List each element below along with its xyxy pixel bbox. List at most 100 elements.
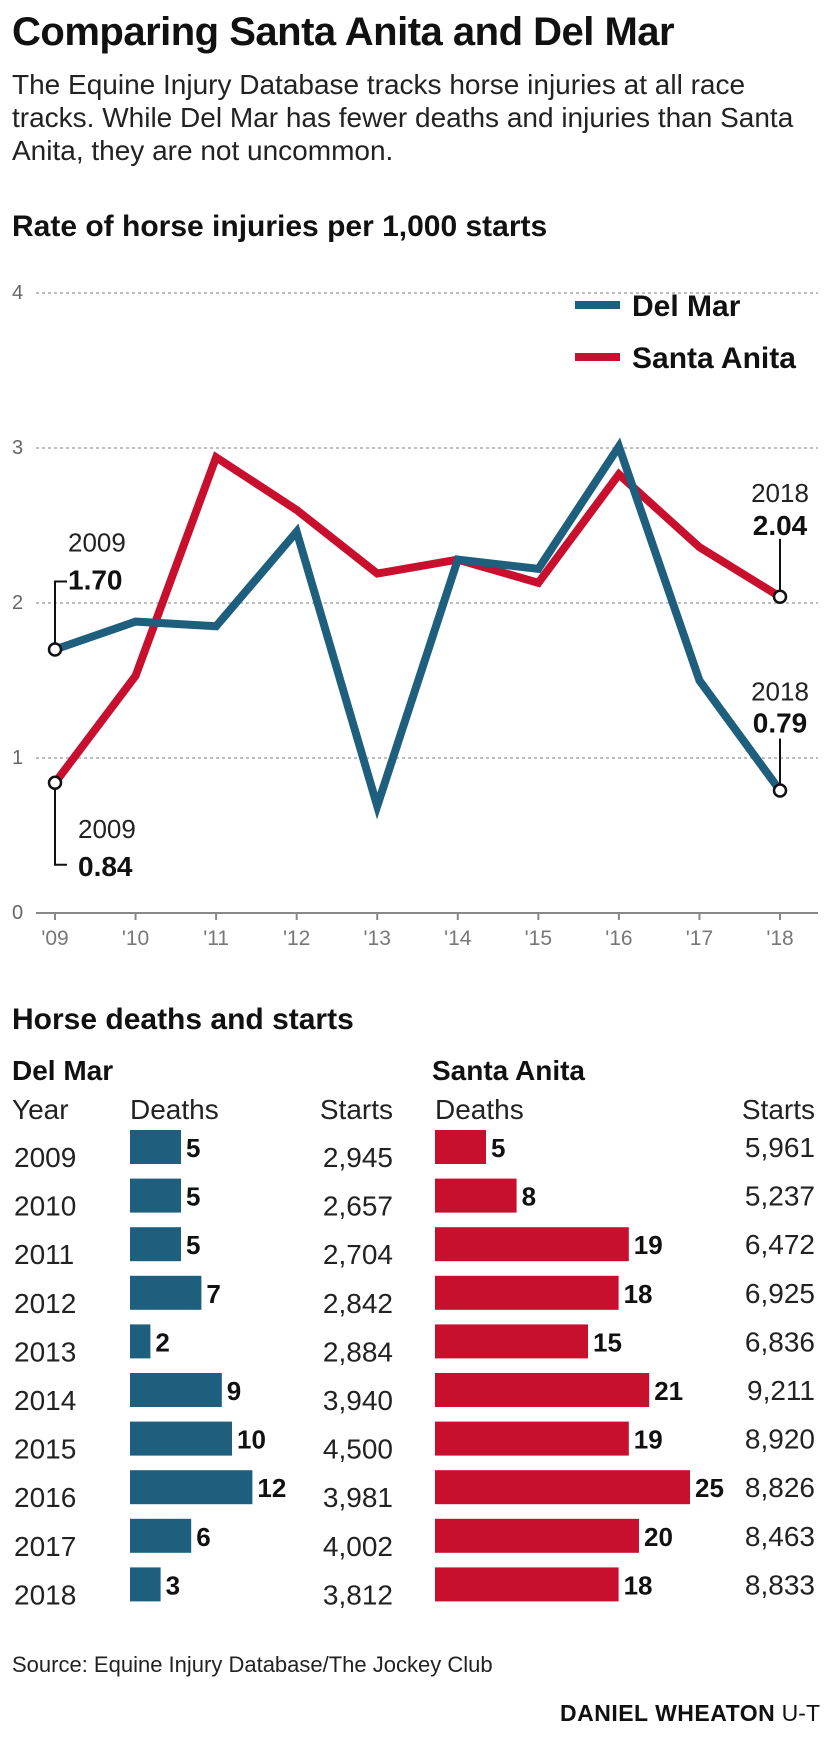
santa-anita-death-label: 15 bbox=[593, 1327, 622, 1357]
del-mar-death-label: 5 bbox=[186, 1230, 200, 1260]
subtitle: The Equine Injury Database tracks horse … bbox=[12, 69, 794, 166]
x-tick-label: '12 bbox=[283, 927, 310, 950]
del-mar-death-bar bbox=[130, 1227, 181, 1262]
santa-anita-table-title: Santa Anita bbox=[432, 1055, 585, 1086]
x-tick-label: '16 bbox=[605, 927, 632, 950]
annotation-leader bbox=[54, 580, 67, 650]
series-line-del-mar bbox=[53, 437, 784, 820]
santa-anita-starts: 5,961 bbox=[745, 1132, 815, 1163]
del-mar-death-bar bbox=[130, 1130, 181, 1164]
legend-label: Del Mar bbox=[632, 290, 741, 323]
row-year: 2010 bbox=[14, 1191, 76, 1222]
x-tick-label: '18 bbox=[766, 927, 793, 950]
santa-anita-starts: 8,920 bbox=[745, 1424, 815, 1455]
row-year: 2013 bbox=[14, 1336, 76, 1367]
santa-anita-starts: 6,836 bbox=[745, 1326, 815, 1357]
santa-anita-death-bar bbox=[435, 1470, 690, 1505]
santa-anita-death-bar bbox=[435, 1178, 517, 1213]
x-tick-label: '14 bbox=[444, 927, 472, 950]
santa-anita-starts: 8,463 bbox=[745, 1521, 815, 1552]
y-tick-label: 0 bbox=[12, 902, 23, 924]
credit-line: DANIEL WHEATON U-T bbox=[560, 1700, 820, 1727]
del-mar-starts: 4,500 bbox=[323, 1434, 393, 1465]
del-mar-starts: 3,812 bbox=[323, 1579, 393, 1610]
row-year: 2015 bbox=[14, 1434, 76, 1465]
del-mar-death-bar bbox=[130, 1567, 161, 1602]
del-mar-starts: 2,884 bbox=[323, 1336, 393, 1367]
x-tick-label: '09 bbox=[41, 927, 68, 950]
santa-anita-death-bar bbox=[435, 1275, 619, 1310]
del-mar-death-bar bbox=[130, 1518, 192, 1553]
santa-anita-death-label: 8 bbox=[522, 1182, 536, 1212]
del-mar-starts: 2,704 bbox=[323, 1239, 393, 1270]
row-year: 2018 bbox=[14, 1579, 76, 1610]
santa-anita-death-bar bbox=[435, 1567, 619, 1602]
col-header-starts: Starts bbox=[320, 1094, 393, 1125]
y-tick-label: 1 bbox=[12, 747, 23, 769]
santa-anita-death-label: 19 bbox=[634, 1230, 663, 1260]
y-tick-label: 2 bbox=[12, 592, 23, 614]
del-mar-death-bar bbox=[130, 1178, 181, 1213]
santa-anita-death-label: 25 bbox=[695, 1473, 724, 1503]
row-year: 2017 bbox=[14, 1531, 76, 1562]
x-tick-label: '10 bbox=[122, 927, 149, 950]
santa-anita-death-label: 19 bbox=[634, 1425, 663, 1455]
del-mar-table-title: Del Mar bbox=[12, 1055, 113, 1086]
col-header-starts: Starts bbox=[742, 1094, 815, 1125]
row-year: 2009 bbox=[14, 1142, 76, 1173]
row-year: 2016 bbox=[14, 1482, 76, 1513]
row-year: 2011 bbox=[14, 1239, 74, 1270]
santa-anita-starts: 9,211 bbox=[747, 1375, 815, 1406]
del-mar-death-label: 7 bbox=[206, 1279, 220, 1309]
endpoint-marker bbox=[772, 783, 788, 798]
annotation-value: 0.79 bbox=[753, 708, 808, 739]
del-mar-death-bar bbox=[130, 1324, 151, 1359]
del-mar-death-label: 5 bbox=[186, 1182, 200, 1212]
santa-anita-starts: 6,472 bbox=[745, 1229, 815, 1260]
del-mar-death-label: 12 bbox=[257, 1473, 286, 1503]
del-mar-death-bar bbox=[130, 1373, 222, 1407]
santa-anita-death-bar bbox=[435, 1130, 486, 1164]
series-line-santa-anita bbox=[51, 451, 783, 786]
credit-org: U-T bbox=[781, 1700, 820, 1726]
endpoint-marker bbox=[47, 642, 63, 657]
santa-anita-death-bar bbox=[435, 1227, 629, 1262]
del-mar-starts: 4,002 bbox=[323, 1531, 393, 1562]
annotation-year: 2009 bbox=[68, 528, 126, 558]
endpoint-marker bbox=[47, 775, 63, 791]
santa-anita-death-label: 21 bbox=[654, 1376, 683, 1406]
row-year: 2012 bbox=[14, 1288, 76, 1319]
del-mar-death-label: 9 bbox=[227, 1376, 241, 1406]
del-mar-death-label: 6 bbox=[196, 1522, 210, 1552]
santa-anita-death-label: 20 bbox=[644, 1522, 673, 1552]
santa-anita-death-bar bbox=[435, 1373, 650, 1407]
santa-anita-death-bar bbox=[435, 1324, 588, 1359]
del-mar-starts: 3,940 bbox=[323, 1385, 393, 1416]
y-tick-label: 4 bbox=[12, 282, 23, 304]
col-header-deaths: Deaths bbox=[130, 1094, 219, 1125]
santa-anita-death-label: 5 bbox=[491, 1133, 505, 1163]
santa-anita-starts: 6,925 bbox=[745, 1278, 815, 1309]
del-mar-death-label: 3 bbox=[166, 1570, 180, 1600]
santa-anita-death-label: 18 bbox=[624, 1570, 653, 1600]
santa-anita-starts: 5,237 bbox=[745, 1181, 815, 1212]
del-mar-death-label: 10 bbox=[237, 1425, 266, 1455]
annotation-year: 2018 bbox=[751, 677, 809, 707]
row-year: 2014 bbox=[14, 1385, 76, 1416]
annotation-year: 2018 bbox=[751, 478, 809, 508]
deaths-table-title: Horse deaths and starts bbox=[12, 1003, 354, 1036]
x-tick-label: '13 bbox=[364, 927, 391, 950]
annotation-value: 0.84 bbox=[78, 851, 133, 882]
annotation-value: 1.70 bbox=[68, 565, 123, 596]
col-header-year: Year bbox=[12, 1094, 69, 1125]
x-tick-label: '11 bbox=[203, 927, 229, 950]
santa-anita-death-bar bbox=[435, 1421, 629, 1456]
del-mar-starts: 3,981 bbox=[323, 1482, 393, 1513]
del-mar-death-label: 5 bbox=[186, 1133, 200, 1163]
endpoint-marker bbox=[772, 589, 788, 605]
y-tick-label: 3 bbox=[12, 437, 23, 459]
injury-rate-line-chart: 0 1 2 3 4 '09 '10 '11 '12 '13 '14 '15 '16 '17 '18 Del M… bbox=[12, 282, 818, 950]
del-mar-death-bar bbox=[130, 1470, 253, 1505]
col-header-deaths: Deaths bbox=[435, 1094, 524, 1125]
credit-name: DANIEL WHEATON bbox=[560, 1700, 776, 1726]
